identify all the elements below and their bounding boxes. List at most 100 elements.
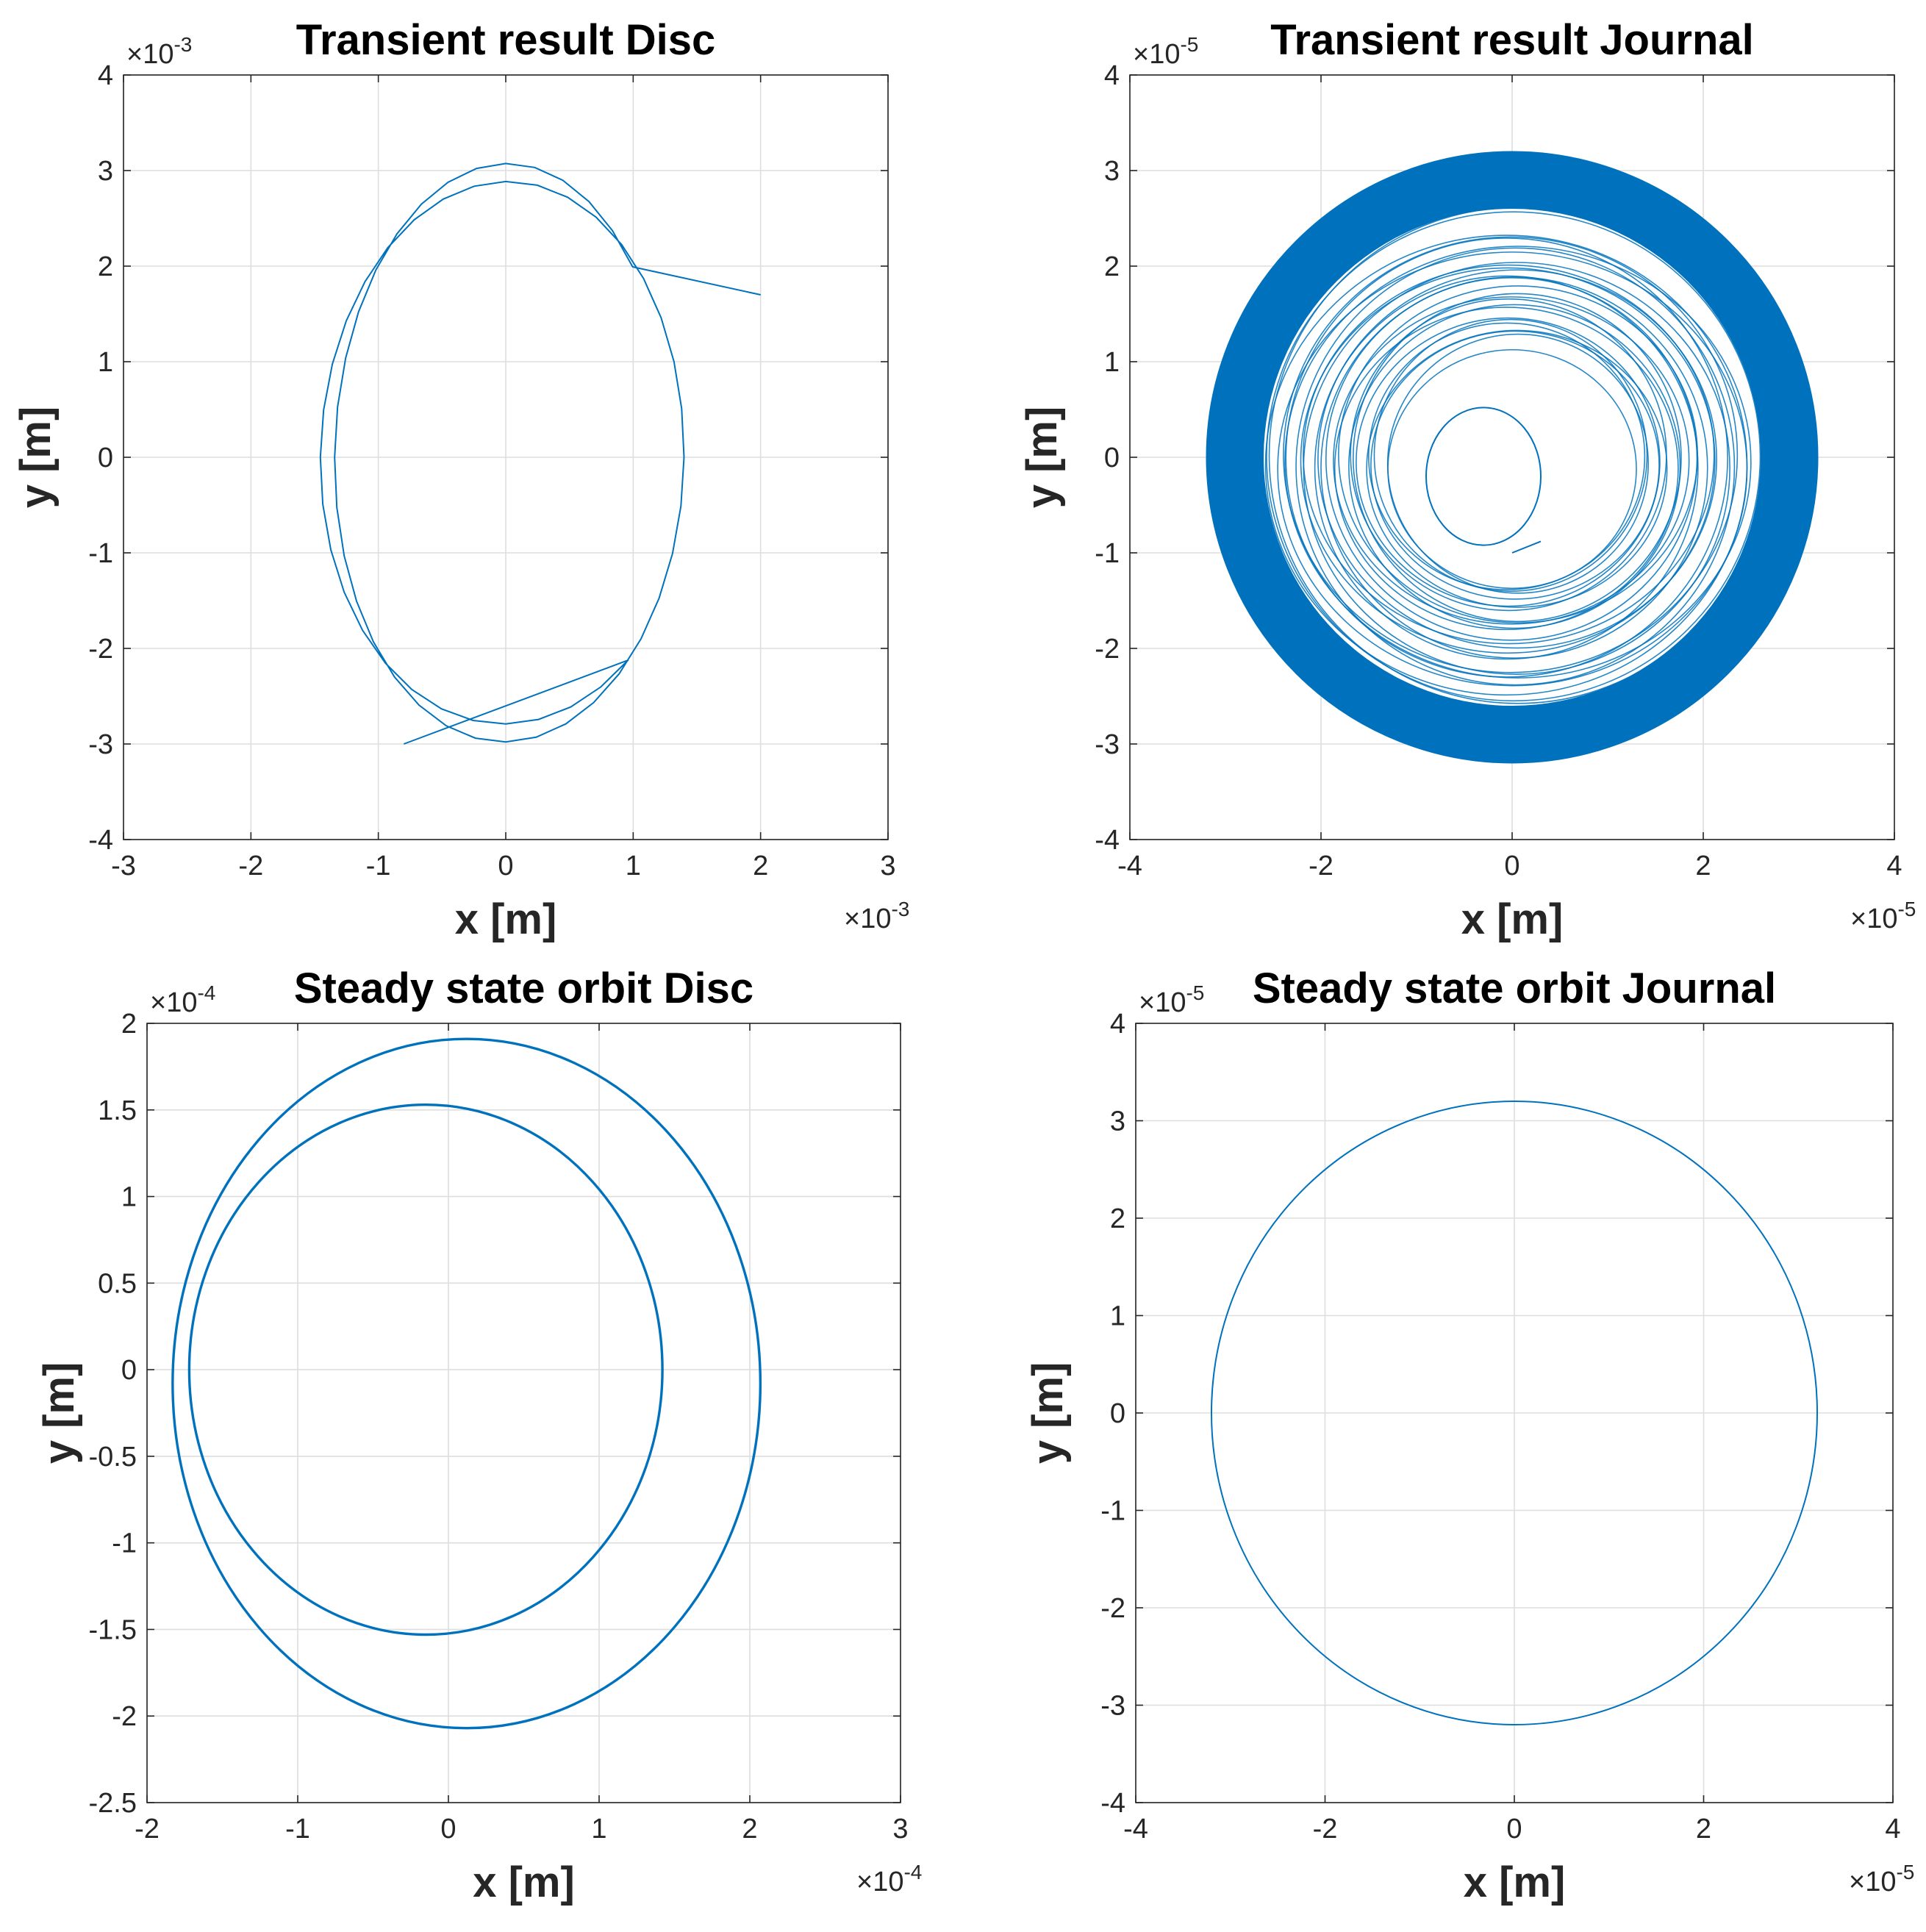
x-tick-label: -2 — [135, 1814, 160, 1845]
y-axis-exponent: ×10-5 — [1133, 33, 1198, 70]
y-tick-label: 0 — [1104, 443, 1120, 473]
x-tick-label: -2 — [1309, 851, 1333, 881]
y-tick-label: -2 — [88, 634, 113, 665]
x-tick-label: 3 — [892, 1814, 908, 1845]
series-orbit-trace — [1295, 247, 1736, 686]
y-tick-label: 0.5 — [98, 1268, 137, 1299]
x-tick-label: 3 — [880, 851, 895, 881]
x-tick-label: 4 — [1886, 851, 1902, 881]
series-orbit-trace — [1373, 318, 1648, 593]
y-tick-label: -1 — [1100, 1496, 1125, 1527]
x-tick-label: 0 — [1506, 1814, 1522, 1845]
y-tick-label: -2 — [112, 1701, 137, 1732]
y-tick-label: 3 — [1104, 156, 1120, 187]
chart-4: -4 -2 0 2 4 -4 -3 -2 -1 0 1 2 3 4 Steady state orbit J… — [1024, 965, 1914, 1906]
x-tick-label: 2 — [742, 1814, 757, 1845]
y-tick-label: 0 — [121, 1355, 137, 1386]
x-axis-label: x [m] — [473, 1858, 575, 1906]
y-tick-label: -1 — [1095, 538, 1120, 569]
x-axis-exponent: ×10-3 — [844, 898, 909, 934]
y-tick-label: -3 — [1100, 1691, 1125, 1722]
y-tick-label: 2 — [1104, 251, 1120, 282]
y-tick-label: 1 — [121, 1182, 137, 1213]
y-axis-label: y [m] — [1024, 1362, 1072, 1464]
y-tick-label: -2 — [1100, 1593, 1125, 1624]
chart-title: Transient result Journal — [1270, 16, 1754, 64]
series-orbit-trace — [1350, 298, 1667, 612]
x-tick-label: 2 — [1695, 851, 1711, 881]
series-orbit-trace — [1300, 267, 1716, 654]
y-tick-label: -4 — [1100, 1788, 1125, 1819]
y-tick-label: 4 — [98, 60, 113, 91]
y-axis-label: y [m] — [12, 407, 60, 509]
series-orbit-trace — [1386, 333, 1649, 594]
y-tick-label: -2 — [1095, 634, 1120, 665]
plot-area — [171, 1037, 762, 1730]
plot-area — [1211, 1101, 1818, 1725]
series-orbit-trace — [1356, 317, 1661, 607]
y-tick-label: 3 — [1110, 1106, 1125, 1137]
x-axis-exponent: ×10-5 — [1849, 1861, 1914, 1897]
y-axis-label: y [m] — [1018, 407, 1066, 509]
y-tick-label: 0 — [98, 443, 113, 473]
y-axis-label: y [m] — [35, 1362, 83, 1464]
x-axis-label: x [m] — [455, 895, 557, 943]
y-tick-label: -4 — [1095, 825, 1120, 856]
series-orbit-trace — [1283, 236, 1739, 673]
y-tick-label: 1 — [98, 347, 113, 378]
axes-box — [1135, 1023, 1894, 1803]
plot-area — [1206, 151, 1819, 764]
y-tick-label: -3 — [88, 729, 113, 760]
x-tick-label: 0 — [498, 851, 513, 881]
series-orbit-trace — [1266, 211, 1761, 702]
x-tick-label: 1 — [591, 1814, 606, 1845]
y-tick-label: -4 — [88, 825, 113, 856]
x-tick-label: 1 — [626, 851, 641, 881]
series-orbit-trace — [1352, 293, 1682, 623]
x-tick-label: -2 — [238, 851, 263, 881]
series-orbit-trace — [1268, 207, 1767, 704]
y-tick-label: -1.5 — [89, 1614, 137, 1645]
series-orbit-trace — [1333, 296, 1690, 625]
chart-title: Steady state orbit Journal — [1253, 965, 1776, 1012]
y-tick-label: 0 — [1110, 1398, 1125, 1429]
series-orbit-trace — [1370, 330, 1660, 600]
y-axis-exponent: ×10-4 — [150, 981, 215, 1018]
chart-3: -2 -1 0 1 2 3-2.5-2-1.5-1-0.500.511.52Steady … — [35, 965, 922, 1906]
x-axis-label: x [m] — [1464, 1858, 1566, 1906]
plot-area — [319, 162, 761, 745]
series-orbit-trace — [1320, 276, 1708, 659]
series-orbit-trace — [1348, 304, 1681, 629]
y-tick-label: -1 — [112, 1528, 137, 1559]
chart-2: -4 -2 0 2 4 -4 -3 -2 -1 0 1 2 3 4 Transient result Jou… — [1018, 16, 1916, 943]
series-orbit-trace — [1325, 276, 1698, 641]
x-tick-label: -1 — [366, 851, 391, 881]
y-tick-label: 1 — [1110, 1301, 1125, 1332]
y-axis-exponent: ×10-3 — [126, 33, 192, 70]
x-tick-label: -4 — [1123, 1814, 1148, 1845]
chart-title: Transient result Disc — [296, 16, 716, 64]
series-orbit-trace — [1317, 269, 1717, 649]
series-initial-loop — [1425, 407, 1542, 546]
series-orbit-trace — [1303, 262, 1730, 675]
series-line-inner-loop — [187, 1103, 664, 1636]
x-tick-label: -3 — [111, 851, 136, 881]
y-tick-label: 1 — [1104, 347, 1120, 378]
chart-title: Steady state orbit Disc — [294, 965, 753, 1012]
y-tick-label: -2.5 — [89, 1788, 137, 1819]
series-start-segment — [1511, 540, 1542, 554]
series-line-disc-transient — [319, 162, 761, 745]
axes-box — [123, 74, 889, 840]
x-tick-label: -4 — [1117, 851, 1142, 881]
series-orbit-trace — [1285, 237, 1728, 678]
series-orbit-trace — [1333, 307, 1679, 631]
series-orbit-trace — [1366, 329, 1668, 608]
series-orbit-trace — [1314, 275, 1699, 660]
axes-box — [146, 1023, 901, 1803]
y-tick-label: 1.5 — [98, 1095, 137, 1126]
x-tick-label: -2 — [1313, 1814, 1338, 1845]
y-tick-label: -1 — [88, 538, 113, 569]
y-tick-label: -0.5 — [89, 1442, 137, 1473]
